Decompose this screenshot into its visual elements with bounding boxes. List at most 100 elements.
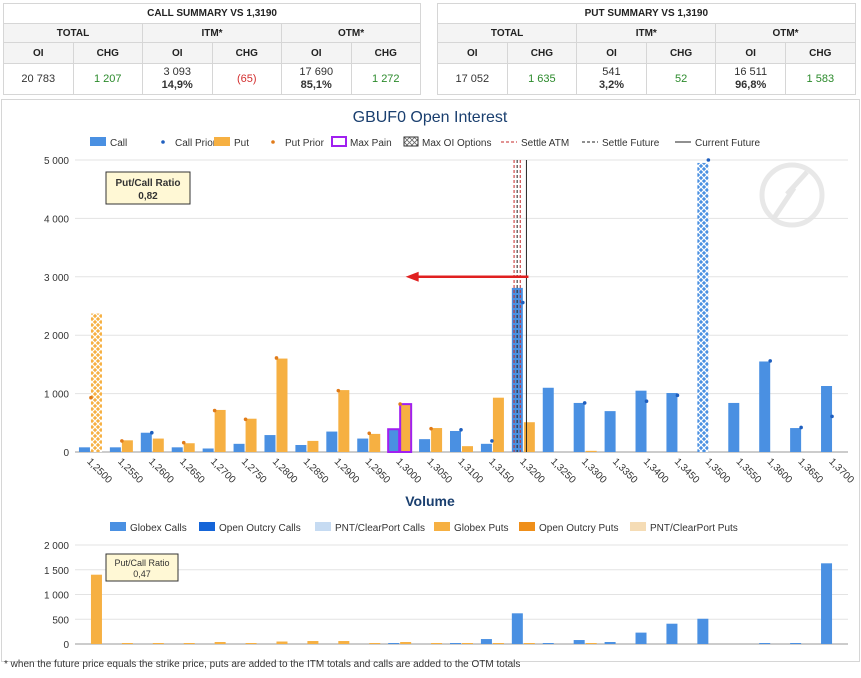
call-otm-oi-cell: 17 690 85,1% (281, 63, 352, 95)
call-prior-point (644, 399, 649, 403)
call-otm-header: OTM* (280, 23, 422, 43)
put-bar (121, 440, 133, 452)
x-tick-label: 1,2600 (146, 456, 176, 486)
col-chg: CHG (784, 42, 856, 64)
put-prior-point (243, 417, 248, 422)
put-summary-table: PUT SUMMARY VS 1,3190 TOTAL ITM* OTM* OI… (436, 3, 856, 95)
volume-y-tick-label: 500 (52, 615, 69, 626)
y-tick-label: 5 000 (44, 156, 69, 167)
globex-puts-bar (121, 643, 133, 644)
globex-puts-bar (492, 643, 504, 644)
direction-arrow-head (405, 271, 419, 282)
y-tick-label: 3 000 (44, 273, 69, 284)
call-otm-oi: 17 690 (299, 66, 334, 78)
col-oi: OI (142, 42, 213, 64)
x-tick-label: 1,3000 (394, 456, 424, 486)
call-summary-title: CALL SUMMARY VS 1,3190 (2, 3, 422, 24)
call-bar (728, 402, 740, 452)
call-otm-chg: 1 272 (350, 63, 422, 95)
globex-calls-bar (697, 618, 709, 644)
volume-y-tick-label: 1 000 (44, 591, 69, 602)
legend-swatch (403, 136, 419, 147)
volume-legend-label: PNT/ClearPort Calls (335, 523, 425, 534)
call-prior-point (459, 428, 463, 432)
put-bar (245, 418, 257, 452)
call-otm-pct: 85,1% (300, 79, 332, 91)
put-otm-pct: 96,8% (735, 79, 767, 91)
globex-calls-bar (480, 639, 492, 644)
call-prior-point (150, 430, 154, 435)
x-tick-label: 1,2750 (239, 456, 269, 486)
put-prior-point (181, 440, 186, 445)
call-itm-pct: 14,9% (161, 79, 193, 91)
globex-puts-bar (214, 642, 226, 644)
call-total-header: TOTAL (3, 23, 143, 43)
put-call-ratio-box (105, 171, 191, 205)
call-bar (542, 387, 554, 452)
call-bar (78, 447, 90, 452)
put-prior-point (429, 426, 433, 431)
x-tick-label: 1,2650 (177, 456, 207, 486)
x-tick-label: 1,3350 (610, 456, 640, 486)
col-chg: CHG (506, 42, 578, 64)
x-tick-label: 1,2800 (270, 456, 300, 486)
volume-y-tick-label: 2 000 (44, 541, 69, 552)
legend-swatch (214, 137, 230, 146)
call-bar (171, 447, 183, 452)
x-tick-label: 1,2550 (115, 456, 145, 486)
put-otm-oi-cell: 16 511 96,8% (715, 63, 786, 95)
globex-calls-bar (450, 643, 461, 644)
footnote: * when the future price equals the strik… (4, 659, 521, 670)
col-chg: CHG (72, 42, 143, 64)
call-bar (511, 287, 523, 452)
volume-legend-swatch (630, 522, 646, 531)
call-summary-table: CALL SUMMARY VS 1,3190 TOTAL ITM* OTM* O… (2, 3, 422, 95)
x-tick-label: 1,3150 (486, 456, 516, 486)
legend-swatch (161, 140, 165, 144)
put-total-chg: 1 635 (506, 63, 578, 95)
globex-calls-bar (759, 643, 771, 644)
globex-calls-bar (821, 563, 833, 644)
call-bar (480, 443, 492, 452)
globex-puts-bar (462, 643, 473, 644)
x-tick-label: 1,2950 (363, 456, 393, 486)
call-prior-point (830, 414, 834, 419)
put-bar (523, 422, 535, 452)
globex-puts-bar (523, 643, 535, 644)
call-bar (387, 428, 401, 453)
legend-label: Settle Future (602, 138, 660, 149)
put-bar (307, 440, 319, 452)
call-bar (202, 448, 214, 452)
oi-volume-chart: GBUF0 Open Interest Call Call Prior Put Put … (44, 109, 856, 651)
x-tick-label: 1,3700 (826, 456, 856, 486)
call-bar (357, 438, 369, 452)
x-tick-label: 1,3100 (455, 456, 485, 486)
put-bar (90, 313, 102, 452)
legend-swatch (331, 136, 347, 147)
call-bar (140, 432, 152, 452)
col-chg: CHG (645, 42, 717, 64)
volume-legend-label: Open Outcry Puts (539, 523, 618, 534)
chart-title: GBUF0 Open Interest (353, 109, 508, 126)
call-prior-point (490, 439, 494, 443)
volume-legend-label: Globex Calls (130, 523, 187, 534)
call-prior-point (706, 158, 711, 162)
x-tick-label: 1,3050 (424, 456, 454, 486)
legend-label: Call Prior (175, 138, 217, 149)
call-bar (419, 439, 431, 452)
volume-title: Volume (405, 493, 455, 509)
globex-puts-bar (431, 643, 443, 644)
put-itm-oi: 541 (602, 66, 621, 78)
put-call-ratio-value: 0,82 (138, 191, 158, 202)
globex-puts-bar (90, 574, 102, 644)
put-bar (585, 450, 597, 452)
col-chg: CHG (211, 42, 282, 64)
x-tick-label: 1,3500 (703, 456, 733, 486)
chart-panel: GBUF0 Open Interest Call Call Prior Put Put … (1, 99, 860, 662)
legend-label: Put (234, 138, 249, 149)
volume-put-call-ratio-label: Put/Call Ratio (114, 558, 169, 568)
put-bar (276, 358, 288, 452)
globex-puts-bar (183, 643, 195, 644)
volume-legend-label: PNT/ClearPort Puts (650, 523, 738, 534)
put-prior-point (120, 439, 124, 443)
